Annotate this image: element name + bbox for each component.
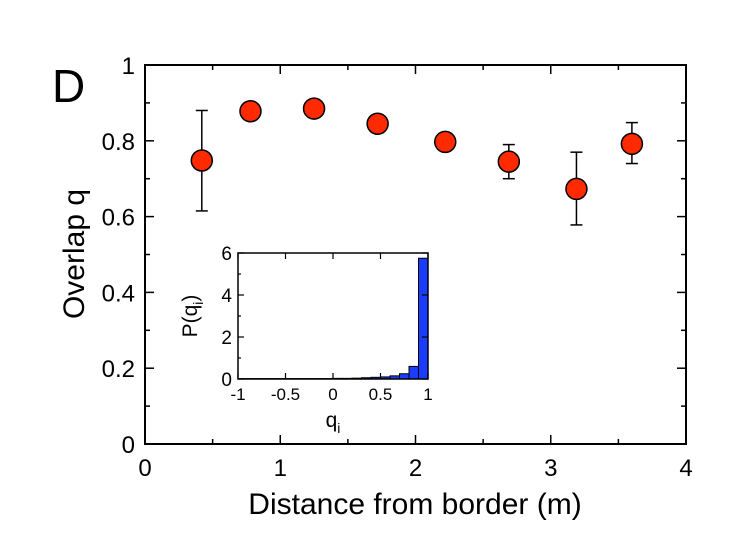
inset-y-tick-label: 0 (221, 370, 232, 391)
inset-histogram: -1 -0.5 0 0.5 1 0 2 4 6 qi P(qi) (179, 244, 433, 436)
inset-x-axis-label: qi (326, 409, 341, 436)
data-point (190, 149, 214, 172)
x-tick-label: 1 (274, 455, 287, 482)
data-point (565, 177, 588, 201)
inset-y-tick-label: 2 (221, 328, 232, 349)
panel-label: D (52, 60, 85, 112)
y-tick-label: 0 (122, 432, 135, 459)
inset-x-tick-label: 1 (423, 385, 432, 404)
data-point (497, 150, 521, 173)
main-axis-tick-labels: 0 1 2 3 4 0 0.2 0.4 0.6 0.8 1 (102, 53, 693, 482)
x-axis-label: Distance from border (m) (248, 488, 581, 521)
data-point (302, 97, 326, 120)
y-tick-label: 0.2 (102, 356, 135, 383)
inset-axis-ticks (237, 252, 429, 380)
data-point (620, 132, 644, 156)
inset-x-tick-label: 0 (328, 385, 337, 404)
inset-x-tick-label: -0.5 (271, 385, 300, 404)
inset-background (238, 253, 428, 379)
histogram-bar (418, 257, 429, 380)
y-tick-label: 0.8 (102, 129, 135, 156)
y-axis-label: Overlap q (58, 189, 91, 319)
y-tick-label: 0.4 (102, 280, 135, 307)
data-point (434, 130, 457, 154)
inset-y-tick-label: 6 (221, 244, 232, 265)
x-tick-label: 0 (138, 455, 151, 482)
inset-y-axis-label: P(qi) (179, 295, 206, 338)
y-tick-label: 0.6 (102, 205, 135, 232)
main-plot: 0 1 2 3 4 0 0.2 0.4 0.6 0.8 1 Distance from border… (58, 53, 693, 521)
y-tick-label: 1 (122, 53, 135, 80)
data-point (239, 99, 262, 123)
x-tick-label: 4 (679, 455, 692, 482)
inset-axis-tick-labels: -1 -0.5 0 0.5 1 0 2 4 6 (221, 244, 432, 404)
histogram-bar (399, 373, 410, 380)
data-points (190, 97, 644, 201)
x-tick-label: 3 (544, 455, 557, 482)
x-tick-label: 2 (409, 455, 422, 482)
inset-y-tick-label: 4 (221, 286, 232, 307)
data-point (366, 112, 389, 135)
inset-x-tick-label: -1 (230, 385, 245, 404)
inset-x-tick-label: 0.5 (369, 385, 393, 404)
main-axis-ticks (144, 64, 687, 445)
error-bars (195, 109, 638, 226)
histogram-bar (408, 365, 419, 380)
